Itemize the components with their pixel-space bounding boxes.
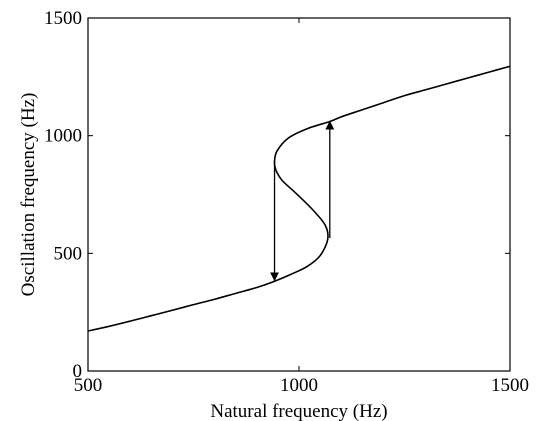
x-tick-label-1000: 1000 bbox=[280, 375, 318, 396]
x-tick-label-500: 500 bbox=[74, 375, 103, 396]
transition-arrows bbox=[270, 120, 335, 282]
plot-area-frame bbox=[87, 17, 511, 372]
y-tick-label-1000: 1000 bbox=[44, 126, 82, 147]
y-tick-label-500: 500 bbox=[54, 243, 83, 264]
x-tick-label-1500: 1500 bbox=[491, 375, 529, 396]
axis-ticks bbox=[87, 17, 511, 372]
x-axis-label: Natural frequency (Hz) bbox=[210, 401, 387, 421]
y-tick-label-0: 0 bbox=[73, 361, 83, 382]
y-tick-label-1500: 1500 bbox=[44, 8, 82, 29]
y-axis-label: Oscillation frequency (Hz) bbox=[18, 93, 39, 297]
series-line bbox=[87, 65, 511, 332]
